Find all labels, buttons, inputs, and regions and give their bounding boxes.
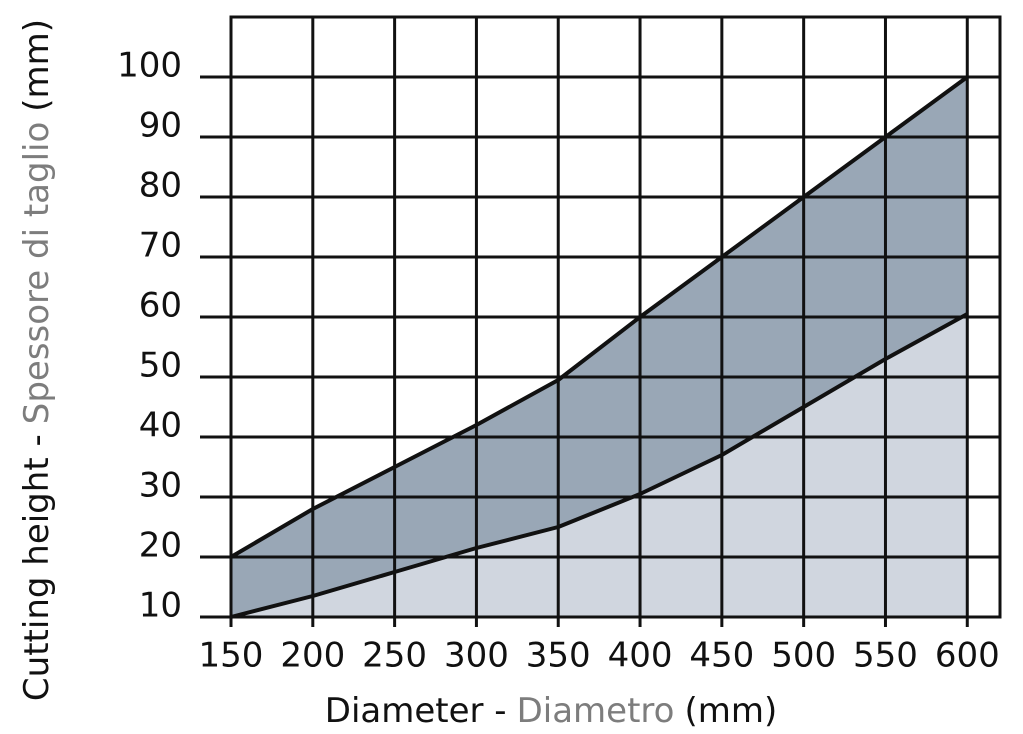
x-tick-label: 450 [689,636,754,676]
y-tick-label: 30 [139,466,182,506]
y-tick-label: 50 [139,346,182,386]
y-tick-label: 40 [139,406,182,446]
x-tick-label: 500 [771,636,836,676]
plot-frame [229,15,1002,619]
x-tick-label: 250 [362,636,427,676]
x-tick-label: 200 [280,636,345,676]
y-tick-label: 100 [117,46,182,86]
y-tick-label: 70 [139,226,182,266]
y-tick-label: 80 [139,166,182,206]
x-tick-label: 300 [444,636,509,676]
x-tick-label: 150 [199,636,264,676]
x-tick-label: 350 [526,636,591,676]
x-tick-label: 550 [853,636,918,676]
y-tick-label: 20 [139,526,182,566]
x-tick-label: 400 [608,636,673,676]
area-fill [231,314,968,617]
series-line [230,312,969,619]
y-tick-label: 90 [139,106,182,146]
x-axis-label: Diameter - Diametro (mm) [325,691,777,731]
y-tick-label: 10 [139,586,182,626]
y-tick-label: 60 [139,286,182,326]
series-line [229,75,969,559]
y-axis-label: Cutting height -Spessore di taglio(mm) [17,19,57,701]
x-tick-label: 600 [935,636,1000,676]
